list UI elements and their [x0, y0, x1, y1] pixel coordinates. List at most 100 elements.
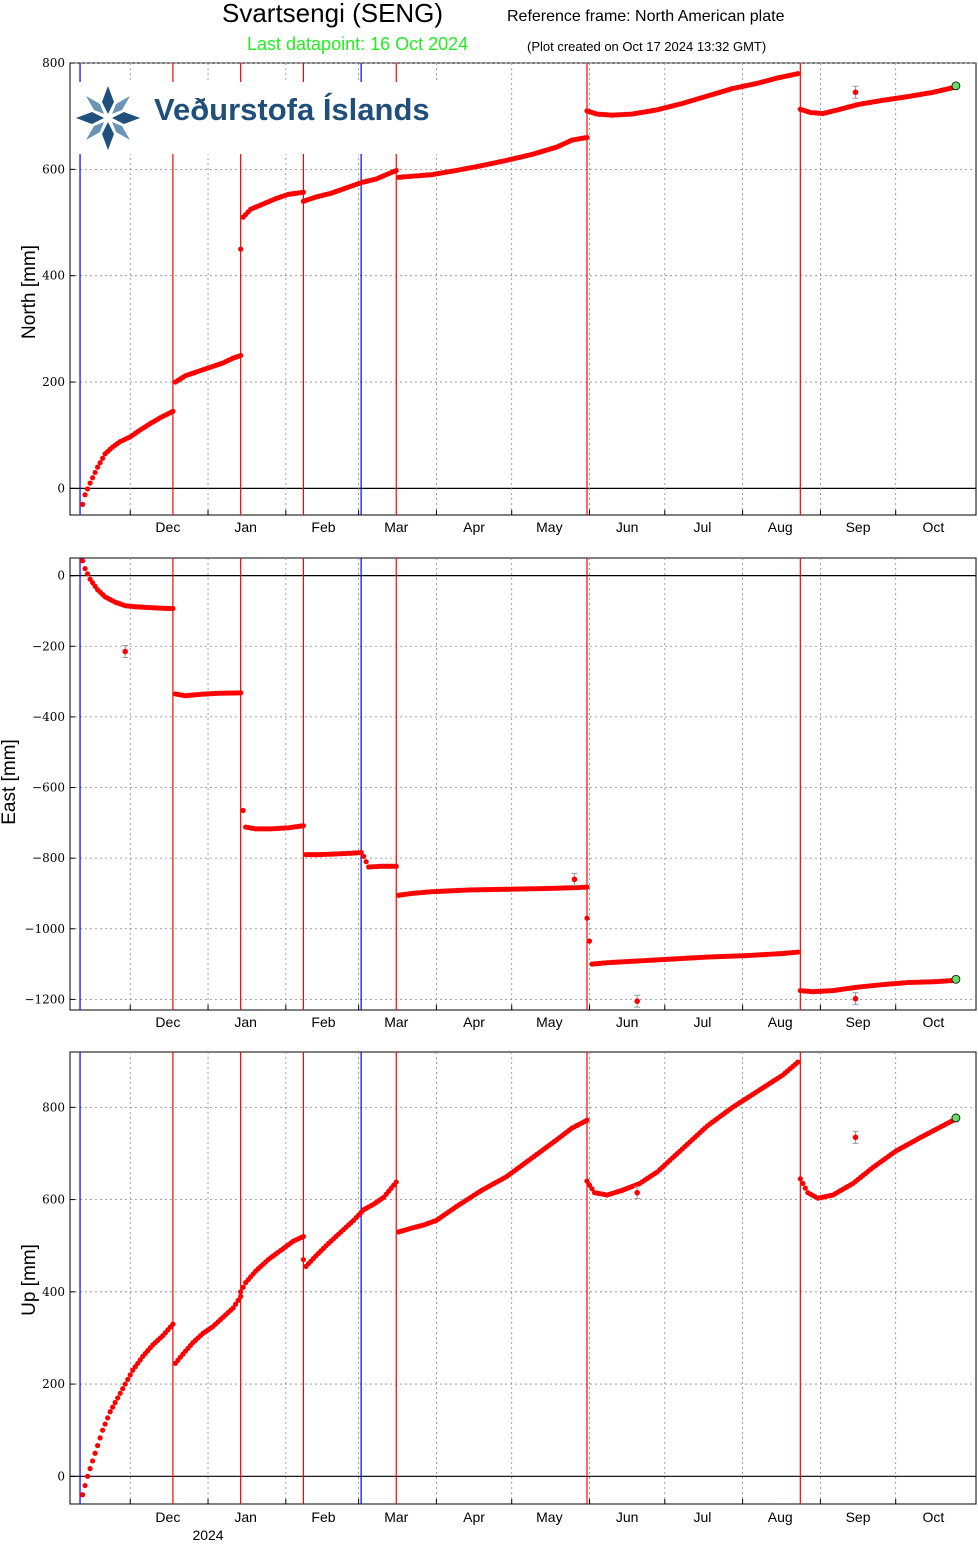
- data-point: [122, 1381, 128, 1387]
- month-label: Oct: [922, 1014, 944, 1030]
- data-point: [300, 189, 307, 195]
- data-segment: [300, 1179, 399, 1270]
- month-label: Jun: [616, 1014, 639, 1030]
- data-point: [233, 1301, 239, 1307]
- month-label: May: [536, 1014, 562, 1030]
- month-label: Aug: [768, 1014, 793, 1030]
- data-point: [95, 464, 101, 470]
- data-point: [82, 492, 88, 498]
- month-label: Jan: [234, 1014, 257, 1030]
- data-point: [358, 849, 364, 856]
- month-label: Oct: [922, 519, 944, 535]
- data-point: [589, 1186, 595, 1192]
- plot-frame: [69, 62, 977, 516]
- month-label: Jul: [693, 1509, 711, 1525]
- plot-frame: [69, 1051, 977, 1505]
- data-point: [238, 1289, 244, 1295]
- data-point: [110, 1404, 116, 1410]
- panel-north: 0 200 400 600 800 Dec Jan Feb Mar Apr May Jun Jul Aug…: [19, 56, 977, 535]
- data-point: [100, 1427, 106, 1433]
- data-point: [363, 859, 369, 865]
- y-tick-label: 400: [42, 1285, 65, 1299]
- data-point: [230, 1305, 236, 1311]
- data-segment: [584, 1059, 801, 1198]
- data-segment: [79, 558, 176, 612]
- data-point: [238, 1293, 244, 1300]
- data-point: [84, 571, 91, 577]
- data-segment: [797, 977, 959, 995]
- plot-frame: [69, 557, 977, 1011]
- data-segment: [584, 71, 801, 118]
- outlier-point: [852, 995, 859, 1002]
- data-point: [95, 1442, 101, 1449]
- data-segment: [238, 189, 307, 252]
- data-point: [393, 1179, 399, 1185]
- last-datapoint-marker: [951, 81, 961, 91]
- outlier-point: [852, 1134, 859, 1141]
- data-point: [800, 1180, 806, 1187]
- data-point: [586, 1182, 593, 1188]
- data-point: [300, 823, 307, 829]
- y-tick-label: 600: [42, 1193, 65, 1207]
- month-label: Jul: [693, 519, 711, 535]
- y-tick-label: −1200: [24, 992, 65, 1006]
- y-tick-label: 200: [42, 1377, 65, 1391]
- y-tick-label: 0: [57, 569, 65, 583]
- month-label: Jul: [693, 1014, 711, 1030]
- data-segment: [396, 1117, 590, 1235]
- data-point: [584, 884, 590, 890]
- y-tick-label: 800: [42, 56, 65, 70]
- month-label: Feb: [311, 1509, 335, 1525]
- outlier-point: [571, 876, 578, 883]
- data-point: [240, 1284, 246, 1290]
- y-tick-label: 0: [57, 1469, 65, 1483]
- y-tick-label: −1000: [24, 922, 65, 936]
- data-point: [170, 605, 176, 612]
- month-label: May: [536, 519, 562, 535]
- plot-created-label: (Plot created on Oct 17 2024 13:32 GMT): [527, 39, 767, 54]
- data-point: [300, 1256, 307, 1263]
- data-point: [105, 1415, 111, 1421]
- data-segment: [584, 915, 801, 967]
- month-label: Jan: [234, 519, 257, 535]
- data-point: [115, 1395, 121, 1401]
- data-point: [89, 475, 96, 481]
- y-axis-label: East [mm]: [0, 739, 20, 825]
- month-label: Apr: [463, 1509, 485, 1525]
- panel-east: 0 −200 −400 −600 −800 −1000 −1200 Dec Jan Feb Mar A…: [0, 557, 977, 1030]
- data-point: [112, 1399, 118, 1406]
- data-point: [100, 455, 106, 461]
- data-point: [393, 167, 399, 174]
- imo-logo: Veðurstofa Íslands: [72, 82, 444, 154]
- data-point: [127, 1372, 133, 1378]
- data-point: [802, 1185, 808, 1191]
- month-label: Dec: [155, 1014, 180, 1030]
- data-point: [92, 1450, 98, 1456]
- data-point: [797, 1176, 803, 1182]
- y-axis-label: North [mm]: [19, 245, 40, 339]
- month-label: Mar: [384, 1014, 408, 1030]
- y-tick-label: 0: [57, 481, 65, 495]
- data-segment: [303, 849, 364, 858]
- data-point: [82, 565, 88, 572]
- data-segment: [79, 408, 176, 507]
- data-segment: [79, 1321, 176, 1498]
- month-label: Aug: [768, 519, 793, 535]
- data-point: [235, 1297, 241, 1303]
- data-point: [125, 1376, 131, 1383]
- station-title: Svartsengi (SENG): [222, 0, 444, 28]
- reference-frame-label: Reference frame: North American plate: [507, 8, 785, 25]
- outlier-point: [852, 89, 859, 96]
- data-point: [240, 807, 246, 814]
- data-point: [79, 558, 86, 564]
- data-segment: [797, 84, 959, 117]
- month-label: Jun: [616, 519, 639, 535]
- outlier-point: [634, 998, 640, 1004]
- logo-text: Veðurstofa Íslands: [154, 92, 430, 127]
- month-label: Feb: [311, 519, 335, 535]
- data-segment: [396, 134, 590, 180]
- data-point: [795, 71, 801, 77]
- month-label: Jun: [616, 1509, 639, 1525]
- data-point: [300, 1233, 307, 1240]
- data-point: [84, 1473, 91, 1479]
